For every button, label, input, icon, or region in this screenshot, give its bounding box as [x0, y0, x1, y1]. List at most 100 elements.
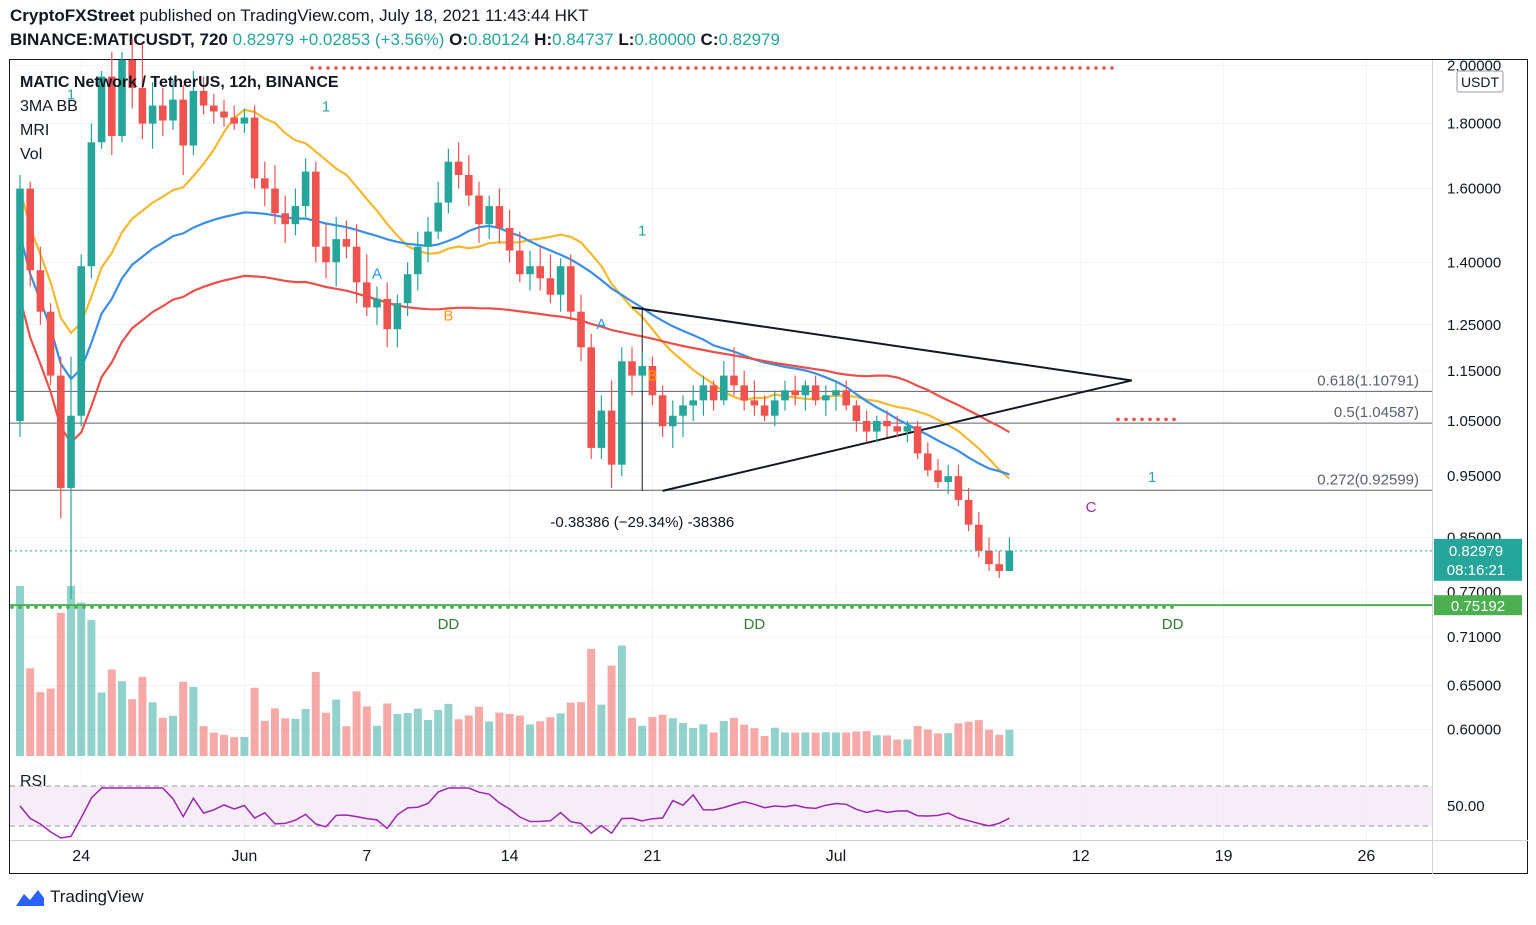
support-dot	[370, 605, 374, 609]
support-dot	[1026, 605, 1030, 609]
support-dot	[434, 605, 438, 609]
countdown-label: 08:16:21	[1447, 562, 1505, 579]
x-tick-label: Jun	[232, 848, 258, 865]
volume-bar	[158, 717, 167, 756]
volume-bar	[709, 732, 718, 756]
candle-body	[597, 410, 606, 448]
volume-bar	[719, 721, 728, 756]
candle-body	[709, 385, 718, 401]
resistance-dot	[774, 66, 778, 70]
y-tick-label: 0.65000	[1447, 678, 1501, 695]
support-dot	[778, 605, 782, 609]
support-dot	[682, 605, 686, 609]
currency-label: USDT	[1461, 74, 1500, 90]
support-dot	[18, 605, 22, 609]
support-dot	[1010, 605, 1014, 609]
resistance-dot	[366, 66, 370, 70]
support-dot	[746, 605, 750, 609]
support-dot	[714, 605, 718, 609]
support-dot	[122, 605, 126, 609]
legend-item-vol[interactable]: Vol	[20, 146, 43, 163]
support-dot	[314, 605, 318, 609]
support-dot	[1098, 605, 1102, 609]
support-dot	[362, 605, 366, 609]
volume-bar	[199, 726, 208, 756]
candle-body	[577, 311, 585, 348]
support-dot	[874, 605, 878, 609]
candle-body	[791, 390, 799, 396]
resistance-dot	[326, 66, 330, 70]
chart-frame[interactable]	[9, 59, 1528, 874]
resistance-dot	[750, 66, 754, 70]
resistance-dot	[678, 66, 682, 70]
symbol-name[interactable]: BINANCE:MATICUSDT, 720	[10, 30, 228, 49]
volume-bar	[770, 727, 779, 756]
volume-bar	[148, 702, 157, 756]
support-dot	[1066, 605, 1070, 609]
y-tick-label: 0.60000	[1447, 722, 1501, 739]
support-dot	[1162, 605, 1166, 609]
candle-body	[159, 105, 167, 121]
support-dot	[482, 605, 486, 609]
legend-item-mri[interactable]: MRI	[20, 122, 50, 139]
volume-bar	[668, 718, 677, 756]
volume-bar	[128, 699, 137, 756]
author-name[interactable]: CryptoFXStreet	[10, 6, 135, 25]
resistance-dot	[1164, 417, 1168, 422]
support-dot	[154, 605, 158, 609]
resistance-dot	[702, 66, 706, 70]
candle-body	[924, 453, 932, 471]
candle-body	[16, 188, 24, 421]
time-axis-separator	[10, 840, 1528, 841]
resistance-dot	[454, 66, 458, 70]
chart-annotation: A	[596, 316, 606, 333]
volume-bar	[842, 732, 851, 756]
resistance-dot	[334, 66, 338, 70]
resistance-dot	[830, 66, 834, 70]
candle-body	[740, 385, 748, 401]
support-dot	[546, 605, 550, 609]
volume-bar	[913, 726, 922, 756]
candle-body	[852, 405, 861, 421]
candle-body	[832, 390, 840, 396]
resistance-dot	[950, 66, 954, 70]
volume-bar	[291, 718, 300, 756]
candle-body	[873, 420, 881, 432]
candle-body	[699, 385, 708, 401]
candle-body	[658, 395, 667, 427]
resistance-dot	[550, 66, 554, 70]
candle-body	[250, 117, 259, 179]
resistance-dot	[958, 66, 962, 70]
support-dot	[1034, 605, 1038, 609]
support-dot	[466, 605, 470, 609]
volume-bar	[77, 602, 86, 756]
y-tick-label: 1.40000	[1447, 254, 1501, 271]
volume-bar	[413, 708, 422, 756]
rsi-label: RSI	[20, 773, 47, 790]
support-dot	[658, 605, 662, 609]
support-dot	[578, 605, 582, 609]
volume-bar	[36, 692, 45, 756]
candle-body	[546, 278, 555, 295]
resistance-dot	[854, 66, 858, 70]
resistance-dot	[1102, 66, 1106, 70]
volume-bar	[791, 732, 800, 756]
support-dot	[986, 605, 990, 609]
resistance-dot	[1110, 66, 1114, 70]
resistance-dot	[742, 66, 746, 70]
resistance-dot	[486, 66, 490, 70]
support-dot	[842, 605, 846, 609]
resistance-dot	[1062, 66, 1066, 70]
support-dot	[594, 605, 598, 609]
tradingview-logo[interactable]: TradingView	[14, 886, 144, 908]
volume-bar	[883, 735, 891, 756]
support-dot	[1114, 605, 1118, 609]
support-dot	[1082, 605, 1086, 609]
legend-item-3ma-bb[interactable]: 3MA BB	[20, 98, 78, 115]
support-dot	[666, 605, 670, 609]
volume-bar	[954, 723, 963, 756]
resistance-dot	[1172, 417, 1176, 422]
support-dot	[98, 605, 102, 609]
support-dot	[426, 605, 430, 609]
